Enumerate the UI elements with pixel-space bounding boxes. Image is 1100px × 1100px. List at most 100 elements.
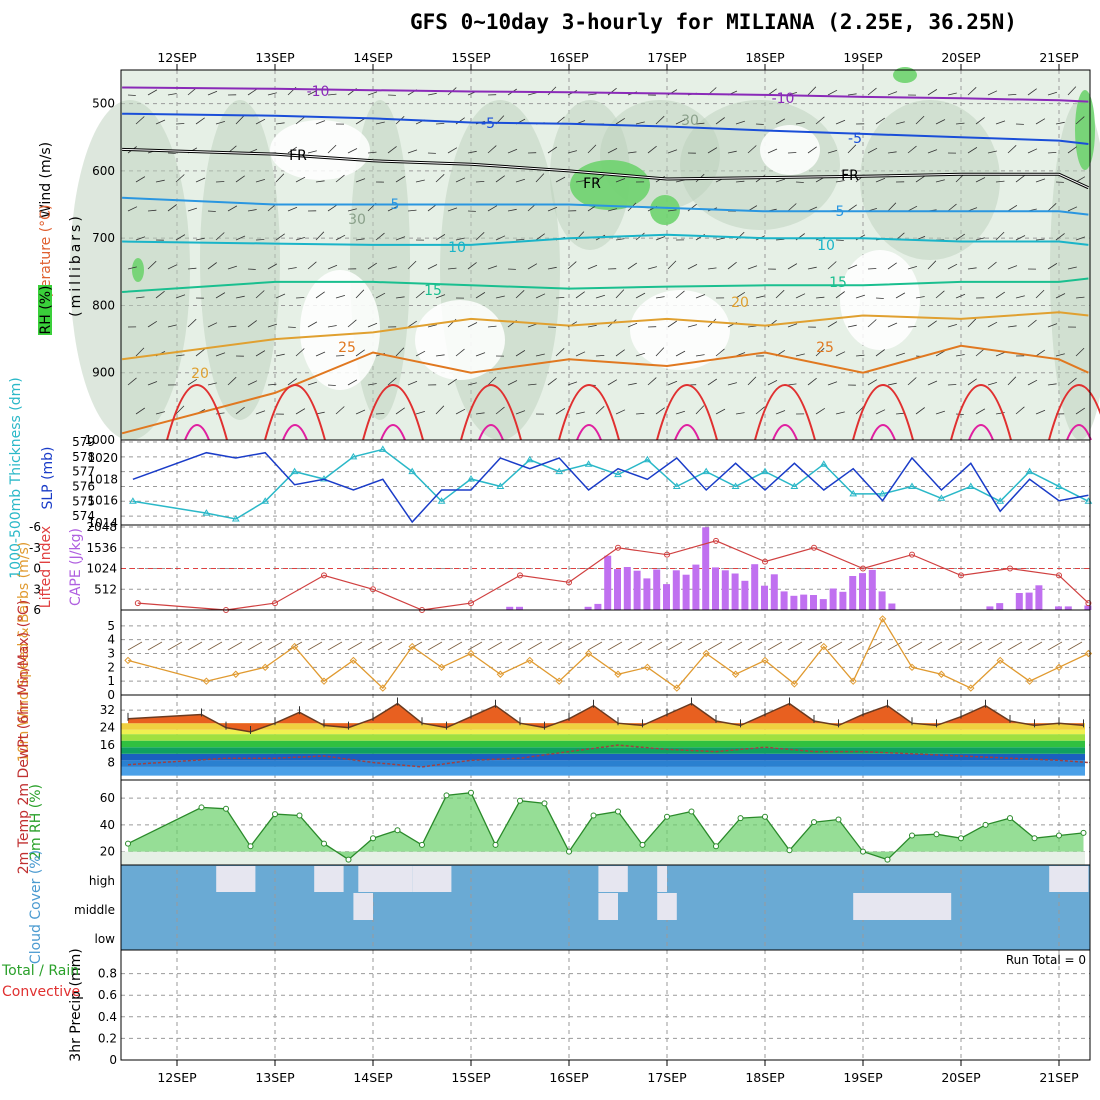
surface-wind-barb bbox=[147, 641, 163, 651]
rh-marker bbox=[541, 800, 548, 807]
wind-speed-marker bbox=[408, 642, 416, 651]
wind-barb bbox=[687, 264, 698, 270]
cape-bar bbox=[839, 591, 847, 610]
wind-barb bbox=[375, 413, 385, 415]
wind-barb bbox=[255, 410, 266, 415]
wind-barb bbox=[527, 92, 538, 96]
temp-tick: 16 bbox=[100, 738, 115, 752]
isotherm-label: FR bbox=[583, 176, 601, 192]
surface-wind-barb bbox=[867, 641, 883, 651]
thickness-tick: 579 bbox=[72, 435, 95, 449]
li-marker bbox=[134, 600, 141, 607]
wind-barb bbox=[975, 237, 985, 241]
cape-bar bbox=[888, 603, 896, 610]
wind-barb bbox=[707, 378, 718, 386]
wind-barb bbox=[387, 206, 398, 212]
wind-barb bbox=[915, 407, 925, 415]
rh-clear bbox=[415, 300, 505, 380]
wind-barb bbox=[255, 290, 265, 299]
rh-axis-label: RH (%) bbox=[38, 286, 54, 335]
wind-barb bbox=[487, 145, 497, 154]
rh-marker bbox=[443, 792, 450, 799]
wind-speed-marker bbox=[702, 649, 710, 658]
isotherm-label: -5 bbox=[848, 131, 862, 147]
wind-barb bbox=[807, 377, 817, 386]
wind-barb bbox=[607, 148, 618, 154]
wind-speed-marker bbox=[379, 684, 387, 692]
rh-high-shade bbox=[650, 195, 680, 225]
cape-bar bbox=[506, 606, 514, 610]
wind-barb bbox=[827, 321, 838, 328]
surface-wind-barb bbox=[1027, 641, 1043, 651]
li-marker bbox=[762, 558, 768, 565]
wind-barb bbox=[355, 409, 366, 415]
wind-speed-marker bbox=[1025, 677, 1034, 685]
wind-barb bbox=[327, 264, 338, 270]
wind-barb bbox=[835, 119, 846, 125]
surface-wind-barb bbox=[327, 641, 343, 651]
rh-marker bbox=[884, 856, 891, 863]
wind-barb bbox=[927, 149, 938, 154]
wind-barb bbox=[395, 176, 406, 183]
wind-barb bbox=[747, 265, 758, 270]
isotherm-label: -5 bbox=[481, 116, 495, 132]
wind-barb bbox=[875, 117, 886, 125]
wind-barb bbox=[667, 380, 678, 386]
rh-marker bbox=[811, 819, 817, 826]
wind-barb bbox=[455, 408, 466, 415]
surface-wind-barb bbox=[807, 641, 823, 651]
wind-barb bbox=[247, 88, 258, 96]
wind-tick: 5 bbox=[107, 619, 115, 633]
wind-barb bbox=[847, 144, 857, 154]
wind-barb bbox=[515, 178, 526, 183]
wind-tick: 1 bbox=[107, 674, 115, 688]
wind-barb bbox=[915, 175, 926, 183]
rh-marker bbox=[247, 843, 254, 850]
wind-barb bbox=[355, 349, 365, 357]
rh-clear bbox=[270, 120, 370, 180]
li-marker bbox=[321, 572, 327, 579]
wind-barb bbox=[647, 145, 657, 154]
wind-barb bbox=[975, 177, 986, 183]
wind-barb bbox=[595, 294, 606, 299]
wind-barb bbox=[615, 349, 625, 357]
wind-barb bbox=[755, 295, 765, 299]
slp-axis-label: SLP (mb) bbox=[40, 446, 56, 509]
wind-barb bbox=[447, 147, 458, 154]
cape-bar bbox=[712, 567, 719, 610]
thickness-marker bbox=[731, 482, 740, 489]
isotherm-35-bump bbox=[282, 424, 308, 441]
wind-barb bbox=[275, 173, 285, 183]
wind-barb bbox=[895, 121, 905, 125]
wind-barb bbox=[1035, 238, 1045, 241]
wind-barb bbox=[695, 405, 705, 415]
wind-barb bbox=[835, 351, 846, 357]
rh-marker bbox=[786, 847, 793, 854]
wind-axis-label: Wind (m/s) bbox=[38, 142, 54, 218]
cape-bar bbox=[1015, 593, 1023, 610]
temp-warm-fill bbox=[128, 703, 1084, 732]
wind-barb bbox=[295, 408, 306, 415]
wind-barb bbox=[635, 292, 646, 299]
wind-barb bbox=[487, 376, 497, 386]
wind-barb bbox=[407, 320, 418, 328]
wind-speed-marker bbox=[232, 670, 240, 678]
wind-barb bbox=[727, 261, 737, 270]
wind-barb bbox=[967, 267, 977, 270]
wind-barb bbox=[675, 350, 686, 357]
wind-barb bbox=[627, 322, 638, 328]
wind-barb bbox=[987, 90, 998, 96]
wind-barb bbox=[795, 293, 806, 299]
wind-barb bbox=[447, 267, 457, 270]
wind-barb bbox=[207, 90, 218, 96]
wind-speed-marker bbox=[820, 642, 828, 651]
rh-marker bbox=[982, 821, 989, 828]
wind-barb bbox=[935, 290, 945, 299]
surface-wind-barb bbox=[487, 641, 503, 651]
wind-barb bbox=[875, 409, 886, 415]
rh-2m-axis-label: 2m RH (%) bbox=[28, 784, 44, 860]
isotherm--5 bbox=[122, 112, 1089, 145]
wind-speed-marker bbox=[320, 677, 328, 685]
wind-barb bbox=[747, 376, 757, 386]
cape-bar bbox=[643, 578, 651, 610]
